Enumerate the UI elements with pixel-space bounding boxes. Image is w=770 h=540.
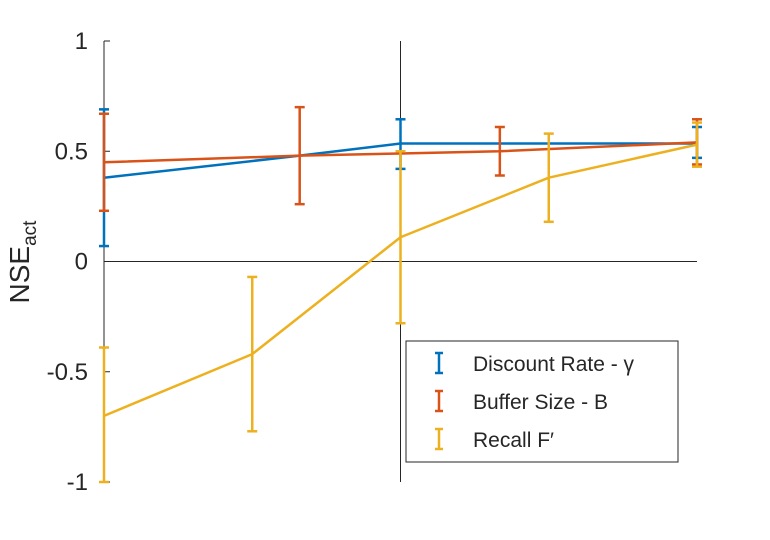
legend: Discount Rate - γ Buffer Size - B Recall F… [405,340,679,463]
y-tick-label: 0 [75,249,88,276]
y-tick-label: -0.5 [47,359,88,386]
y-tick-label: 0.5 [55,138,88,165]
series-1 [99,105,702,213]
y-tick-label: 1 [75,28,88,55]
y-axis-label: NSEact [4,220,41,304]
legend-label: Recall F′ [473,429,554,452]
legend-box [405,340,679,463]
axes: -1 -0.5 0 0.5 1 NSEact [4,28,697,496]
y-tick-label: -1 [67,469,88,496]
series-layer [99,105,702,484]
legend-label: Buffer Size - B [473,391,608,414]
series-2 [99,121,702,484]
legend-label: Discount Rate - γ [473,353,635,376]
